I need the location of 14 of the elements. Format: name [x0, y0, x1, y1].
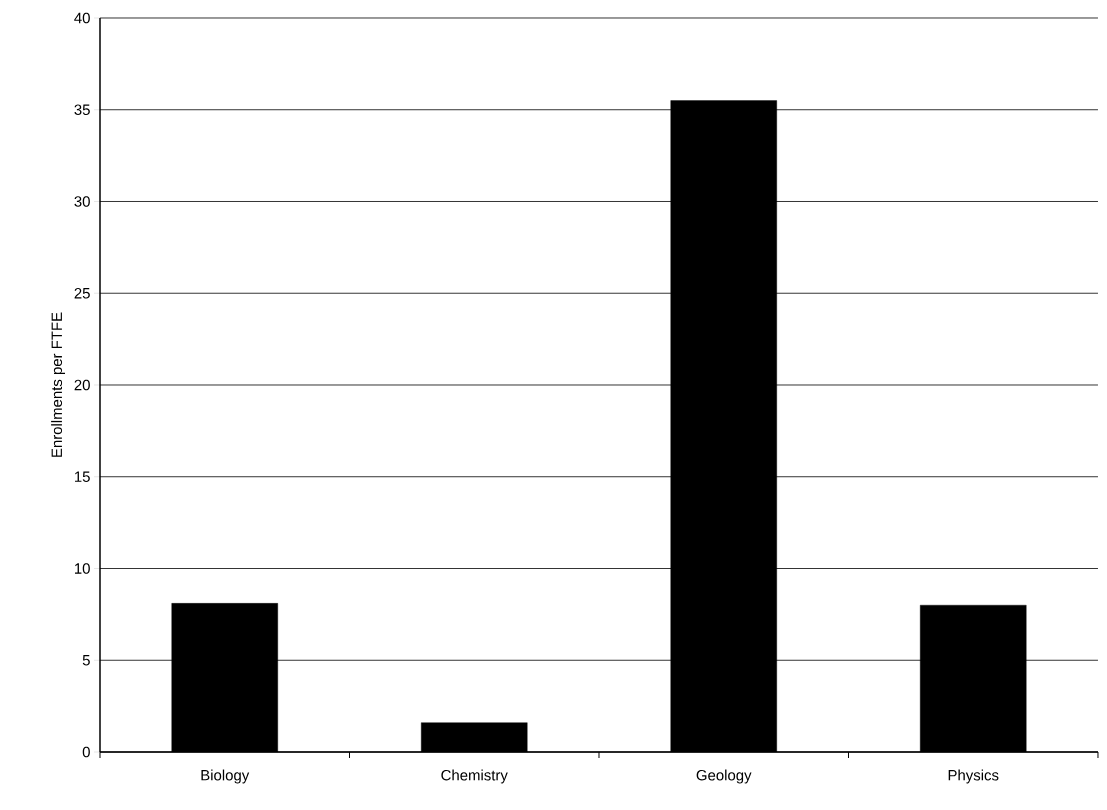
- x-tick-label: Physics: [948, 769, 999, 784]
- y-tick-label: 30: [74, 196, 90, 207]
- y-tick-label: 15: [75, 471, 90, 482]
- y-tick-label: 40: [74, 12, 90, 24]
- y-tick-label: 5: [82, 655, 90, 666]
- x-tick-label: Chemistry: [441, 769, 508, 784]
- y-tick-label: 25: [74, 287, 90, 299]
- y-tick-label: 20: [74, 379, 90, 391]
- y-tick-label: 10: [75, 563, 90, 574]
- y-axis-title: Enrollments per FTFE: [51, 312, 66, 457]
- y-tick-label: 35: [74, 104, 90, 116]
- x-tick-label: Geology: [696, 769, 752, 784]
- y-tick-label: 0: [82, 746, 90, 758]
- x-tick-label: Biology: [201, 769, 250, 784]
